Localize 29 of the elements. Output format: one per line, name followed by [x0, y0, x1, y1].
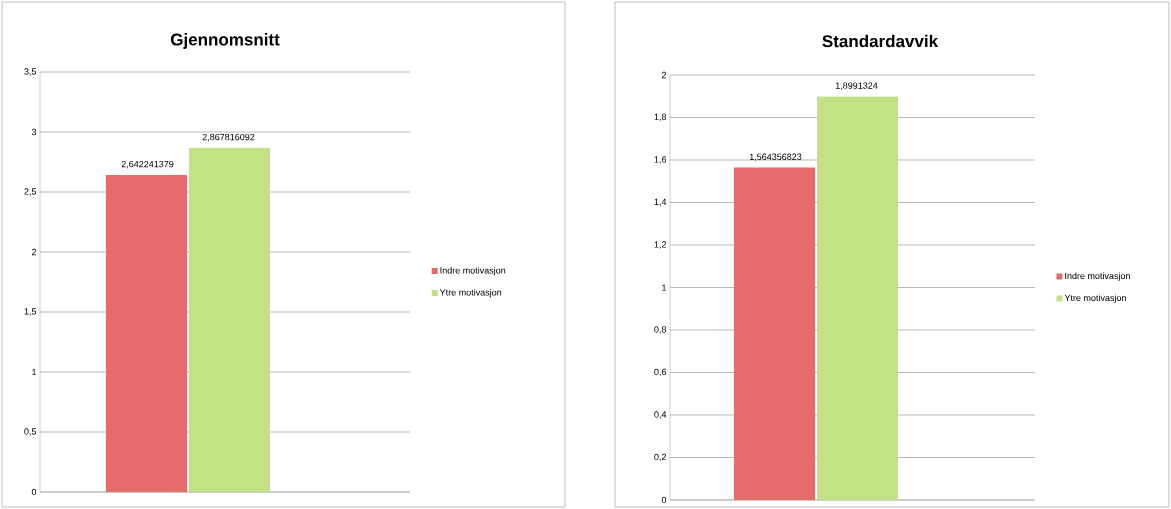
y-tick-label: 1 — [662, 284, 667, 291]
y-tick-label: 2 — [31, 248, 37, 256]
data-label: 2,642241379 — [121, 160, 174, 169]
chart-title: Gjennomsnitt — [170, 33, 280, 49]
legend-label: Indre motivasjon — [440, 266, 506, 276]
y-tick-label: 1,2 — [654, 241, 667, 249]
y-tick-label: 0 — [661, 496, 667, 504]
legend-label: Indre motivasjon — [1065, 272, 1130, 281]
y-tick-label: 0 — [31, 488, 37, 496]
y-tick-label: 1,4 — [654, 198, 667, 207]
data-label: 2,867816092 — [202, 133, 255, 142]
y-tick-label: 0,2 — [654, 453, 667, 462]
y-tick-label: 2 — [661, 71, 667, 79]
y-tick-label: 3 — [31, 128, 37, 136]
legend-label: Ytre motivasjon — [1064, 294, 1126, 303]
legend-label: Ytre motivasjon — [439, 288, 502, 298]
data-label: 1,8991324 — [835, 82, 878, 90]
data-label: 1,564356823 — [749, 153, 802, 162]
y-tick-label: 1,6 — [654, 156, 667, 164]
chart-title: Standardavvik — [822, 34, 939, 48]
y-tick-label: 3,5 — [24, 68, 37, 76]
y-tick-label: 0,8 — [654, 326, 667, 334]
y-tick-label: 1,5 — [24, 308, 37, 316]
y-tick-label: 0,4 — [654, 411, 667, 419]
y-tick-label: 1 — [32, 368, 37, 376]
y-tick-label: 2,5 — [24, 188, 37, 196]
y-tick-label: 1,8 — [654, 113, 667, 122]
y-tick-label: 0,5 — [24, 428, 37, 436]
y-tick-label: 0,6 — [654, 368, 667, 377]
